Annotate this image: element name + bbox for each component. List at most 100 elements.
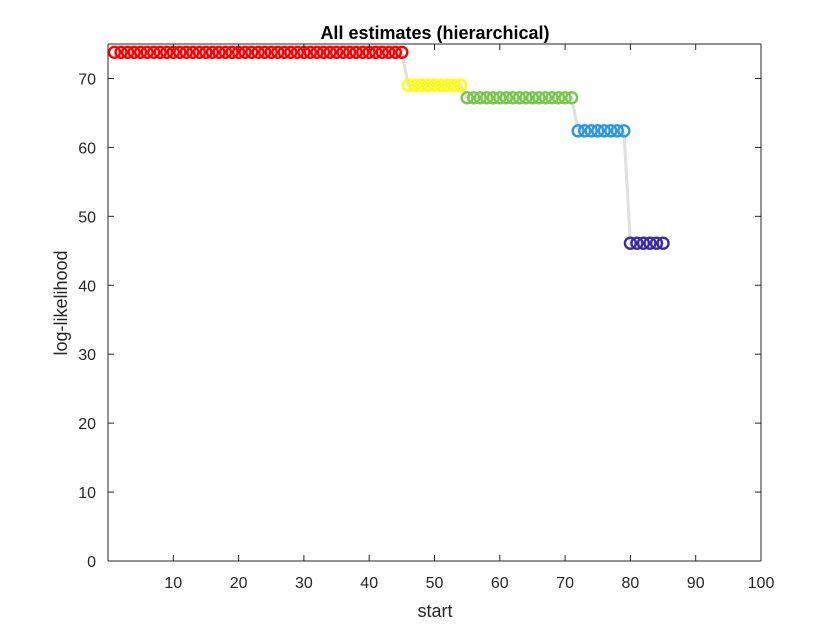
data-point-cluster-1 [120,45,135,59]
data-point-cluster-2 [408,78,422,93]
data-point-cluster-2 [447,78,461,93]
data-point-cluster-3 [486,91,500,105]
data-point-cluster-3 [512,91,527,105]
data-point-cluster-5 [643,236,657,250]
data-point-cluster-1 [290,45,305,59]
x-tick-label: 20 [230,575,248,592]
x-tick-label: 30 [295,575,313,592]
data-point-cluster-3 [493,91,507,105]
data-point-cluster-5 [623,236,638,250]
data-point-cluster-1 [186,45,200,59]
data-point-cluster-1 [218,45,233,59]
x-tick-label: 10 [164,575,182,592]
x-tick-label: 100 [748,575,775,592]
data-point-cluster-1 [375,45,389,59]
data-point-cluster-2 [434,78,448,93]
data-point-cluster-3 [466,91,481,105]
data-point-cluster-3 [480,91,494,105]
data-point-cluster-3 [506,91,520,105]
x-tick-label: 60 [491,575,509,592]
data-point-cluster-4 [571,124,585,138]
data-point-cluster-1 [388,45,403,59]
data-point-cluster-1 [205,45,220,59]
data-point-cluster-3 [564,91,579,105]
data-point-cluster-3 [545,91,559,105]
data-point-cluster-4 [597,124,611,138]
data-point-cluster-4 [577,124,592,138]
data-point-cluster-1 [192,45,207,59]
data-point-cluster-1 [329,45,344,59]
data-point-cluster-1 [323,45,337,59]
x-tick-label: 70 [556,575,574,592]
data-point-cluster-5 [636,236,651,250]
y-axis-label: log-likelihood [51,250,71,355]
data-point-cluster-3 [499,91,514,105]
data-point-cluster-1 [212,45,226,59]
x-tick-label: 50 [426,575,444,592]
data-point-cluster-2 [421,78,435,93]
data-point-cluster-1 [107,45,122,59]
data-point-cluster-1 [238,45,252,59]
x-ticks: 10 20 30 40 50 60 70 80 90 100 [164,44,774,592]
data-point-cluster-2 [427,78,442,93]
data-point-cluster-1 [147,45,161,59]
y-ticks: 0 10 20 30 40 50 60 70 [78,71,761,571]
data-point-cluster-3 [525,91,540,105]
chart-title: All estimates (hierarchical) [320,23,549,43]
data-point-cluster-5 [656,236,670,250]
data-point-cluster-1 [316,45,331,59]
y-tick-label: 0 [87,554,96,571]
data-point-cluster-1 [251,45,265,59]
data-point-cluster-4 [610,124,625,138]
data-point-cluster-2 [414,78,429,93]
points-layer [107,45,670,250]
x-tick-label: 90 [687,575,705,592]
data-point-cluster-3 [532,91,546,105]
data-point-cluster-3 [519,91,533,105]
data-point-cluster-2 [453,78,468,93]
data-point-cluster-1 [310,45,324,59]
data-point-cluster-1 [199,45,213,59]
data-point-cluster-3 [473,91,487,105]
x-axis-label: start [417,601,452,621]
y-tick-label: 30 [78,347,96,364]
data-point-cluster-1 [264,45,278,59]
y-tick-label: 70 [78,71,96,88]
data-point-cluster-3 [558,91,572,105]
data-point-cluster-1 [114,45,128,59]
data-point-cluster-1 [271,45,285,59]
data-point-cluster-4 [617,124,631,138]
data-point-cluster-1 [284,45,298,59]
data-point-cluster-2 [440,78,455,93]
data-point-cluster-4 [591,124,605,138]
data-point-cluster-1 [133,45,148,59]
data-point-cluster-1 [173,45,187,59]
data-point-cluster-3 [538,91,553,105]
y-tick-label: 40 [78,278,96,295]
data-point-cluster-1 [127,45,141,59]
data-point-cluster-5 [649,236,664,250]
data-point-cluster-1 [277,45,292,59]
data-point-cluster-1 [225,45,239,59]
y-tick-label: 60 [78,140,96,157]
data-point-cluster-1 [349,45,363,59]
y-tick-label: 10 [78,485,96,502]
data-point-cluster-1 [244,45,259,59]
data-point-cluster-3 [460,91,474,105]
y-tick-label: 20 [78,416,96,433]
data-point-cluster-1 [258,45,272,59]
data-point-cluster-1 [382,45,396,59]
y-tick-label: 50 [78,209,96,226]
data-point-cluster-1 [342,45,357,59]
data-point-cluster-5 [630,236,644,250]
data-point-cluster-1 [336,45,350,59]
x-tick-label: 80 [622,575,640,592]
data-point-cluster-1 [303,45,318,59]
data-point-cluster-3 [551,91,566,105]
data-point-cluster-2 [401,78,416,93]
data-point-cluster-1 [179,45,194,59]
data-point-cluster-1 [355,45,370,59]
data-point-cluster-1 [369,45,383,59]
